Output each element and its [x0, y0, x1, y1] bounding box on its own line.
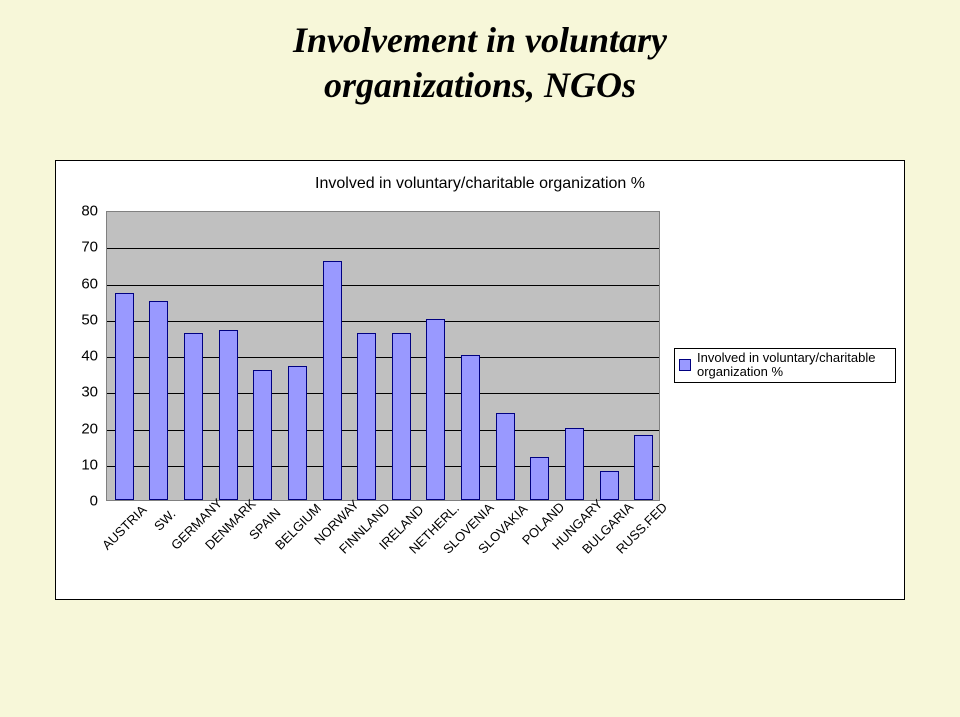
x-tick-label: SW.: [151, 507, 178, 534]
plot-area: [106, 211, 660, 501]
bar: [357, 333, 376, 500]
chart-container: Involved in voluntary/charitable organiz…: [55, 160, 905, 600]
page-title: Involvement in voluntary organizations, …: [0, 0, 960, 108]
y-tick-label: 60: [68, 275, 98, 292]
bar: [634, 435, 653, 500]
bar: [149, 301, 168, 500]
y-tick-label: 70: [68, 239, 98, 256]
y-tick-label: 80: [68, 203, 98, 220]
bar: [184, 333, 203, 500]
bar: [323, 261, 342, 500]
bar: [288, 366, 307, 500]
bar: [565, 428, 584, 501]
legend-swatch: [679, 359, 691, 371]
x-tick-label: BELGIUM: [272, 500, 324, 552]
bar: [530, 457, 549, 501]
legend-label: Involved in voluntary/charitable organiz…: [697, 351, 891, 380]
bar: [115, 293, 134, 500]
legend: Involved in voluntary/charitable organiz…: [674, 348, 896, 383]
title-line-2: organizations, NGOs: [324, 65, 636, 105]
y-tick-label: 50: [68, 311, 98, 328]
y-tick-label: 0: [68, 493, 98, 510]
title-line-1: Involvement in voluntary: [293, 20, 667, 60]
bar: [426, 319, 445, 500]
y-tick-label: 30: [68, 384, 98, 401]
y-tick-label: 20: [68, 420, 98, 437]
y-tick-label: 40: [68, 348, 98, 365]
bar: [461, 355, 480, 500]
y-tick-label: 10: [68, 456, 98, 473]
bar: [600, 471, 619, 500]
bar: [253, 370, 272, 501]
bar: [219, 330, 238, 500]
x-tick-label: AUSTRIA: [99, 502, 149, 552]
bar: [496, 413, 515, 500]
bar: [392, 333, 411, 500]
bars-layer: [107, 212, 659, 500]
chart-title: Involved in voluntary/charitable organiz…: [56, 175, 904, 193]
